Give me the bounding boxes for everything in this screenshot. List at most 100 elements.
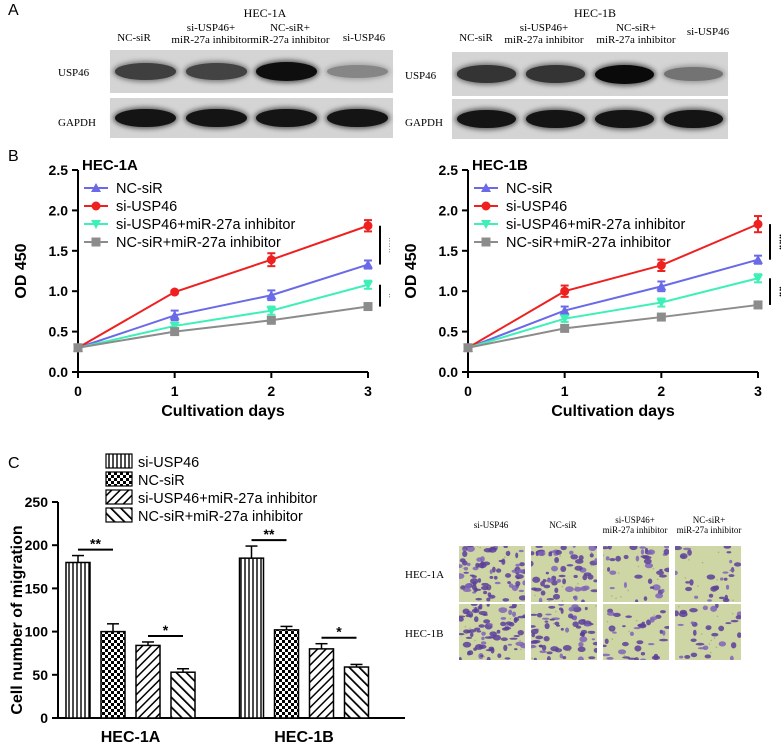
- membrane-pore: [465, 632, 467, 635]
- stained-cell: [522, 614, 525, 619]
- lane-label: si-USP46+ miR-27a inhibitor: [504, 22, 584, 46]
- stained-cell: [537, 551, 546, 556]
- membrane-pore: [593, 648, 596, 650]
- data-point: [266, 290, 277, 300]
- stained-cell: [702, 605, 709, 611]
- stained-cell: [729, 559, 733, 564]
- stained-cell: [487, 592, 492, 597]
- stained-cell: [463, 566, 469, 571]
- stained-cell: [588, 656, 596, 660]
- stained-cell: [562, 644, 572, 651]
- stained-cell: [498, 607, 508, 613]
- stained-cell: [697, 647, 706, 650]
- data-point: [91, 220, 101, 229]
- stained-cell: [481, 636, 485, 641]
- lane-label: NC-siR: [459, 32, 493, 44]
- stained-cell: [513, 648, 518, 651]
- stained-cell: [640, 549, 645, 555]
- stained-cell: [494, 581, 501, 585]
- data-point: [363, 302, 373, 312]
- stained-cell: [546, 579, 550, 582]
- stained-cell: [513, 635, 520, 638]
- bar: [308, 648, 335, 719]
- membrane-pore: [503, 556, 506, 559]
- membrane-pore: [628, 630, 630, 633]
- stained-cell: [605, 556, 610, 561]
- stained-cell: [574, 559, 584, 564]
- membrane-pore: [708, 643, 711, 645]
- membrane-pore: [575, 585, 577, 588]
- membrane-pore: [588, 631, 591, 634]
- membrane-pore: [520, 648, 522, 651]
- stained-cell: [491, 547, 498, 551]
- stained-cell: [471, 608, 480, 614]
- stained-cell: [572, 615, 578, 621]
- stained-cell: [655, 593, 664, 599]
- y-tick-label: 200: [25, 537, 49, 553]
- stained-cell: [580, 586, 588, 592]
- bar: [135, 644, 161, 719]
- stained-cell: [558, 574, 566, 578]
- membrane-pore: [473, 588, 475, 591]
- stained-cell: [685, 581, 690, 584]
- category-label: HEC-1B: [274, 729, 334, 744]
- stained-cell: [627, 657, 637, 660]
- stained-cell: [679, 553, 688, 560]
- blot-band: [185, 63, 247, 80]
- stained-cell: [459, 633, 465, 636]
- stained-cell: [531, 560, 534, 567]
- stained-cell: [662, 630, 666, 636]
- series-line: [467, 277, 759, 349]
- membrane-pore: [716, 579, 718, 581]
- micrograph-cells: [675, 546, 741, 602]
- y-axis-title: OD 450: [13, 243, 30, 298]
- stained-cell: [639, 546, 646, 549]
- membrane-pore: [618, 651, 620, 654]
- stained-cell: [489, 631, 497, 637]
- data-point: [656, 298, 667, 308]
- membrane-pore: [509, 617, 512, 620]
- stained-cell: [495, 568, 502, 573]
- stained-cell: [469, 574, 475, 577]
- stained-cell: [574, 586, 582, 592]
- stained-cell: [545, 613, 552, 616]
- stained-cell: [592, 641, 597, 646]
- stained-cell: [459, 558, 466, 563]
- stained-cell: [540, 580, 545, 587]
- membrane-pore: [717, 551, 720, 554]
- x-tick-label: 1: [171, 383, 179, 399]
- data-point: [656, 260, 666, 270]
- stained-cell: [659, 629, 663, 634]
- stained-cell: [566, 564, 574, 567]
- blot-band: [525, 65, 586, 83]
- micrograph: [603, 546, 669, 602]
- micro-col-label: NC-siR: [549, 520, 577, 530]
- blot-title: HEC-1A: [243, 6, 287, 20]
- y-tick-label: 50: [32, 667, 48, 683]
- stained-cell: [481, 631, 486, 636]
- y-tick-label: 2.0: [439, 202, 459, 218]
- series-line: [77, 263, 369, 349]
- membrane-pore: [519, 604, 522, 605]
- data-point: [753, 300, 763, 310]
- stained-cell: [518, 595, 525, 601]
- stained-cell: [571, 604, 579, 608]
- stained-cell: [638, 623, 647, 629]
- stained-cell: [480, 585, 489, 591]
- stained-cell: [562, 578, 567, 585]
- data-point: [266, 306, 277, 316]
- y-axis-title: Cell number of migration: [9, 525, 26, 714]
- legend-label: si-USP46: [506, 199, 567, 215]
- stained-cell: [473, 616, 479, 623]
- series-line: [77, 305, 369, 349]
- stained-cell: [594, 558, 597, 564]
- stained-cell: [659, 610, 666, 614]
- stained-cell: [593, 579, 597, 583]
- stained-cell: [584, 606, 588, 611]
- stained-cell: [622, 625, 626, 628]
- micrograph: [459, 604, 525, 660]
- membrane-pore: [715, 646, 718, 649]
- y-tick-label: 0.0: [49, 364, 69, 380]
- stained-cell: [735, 615, 741, 620]
- y-tick-label: 250: [25, 494, 49, 510]
